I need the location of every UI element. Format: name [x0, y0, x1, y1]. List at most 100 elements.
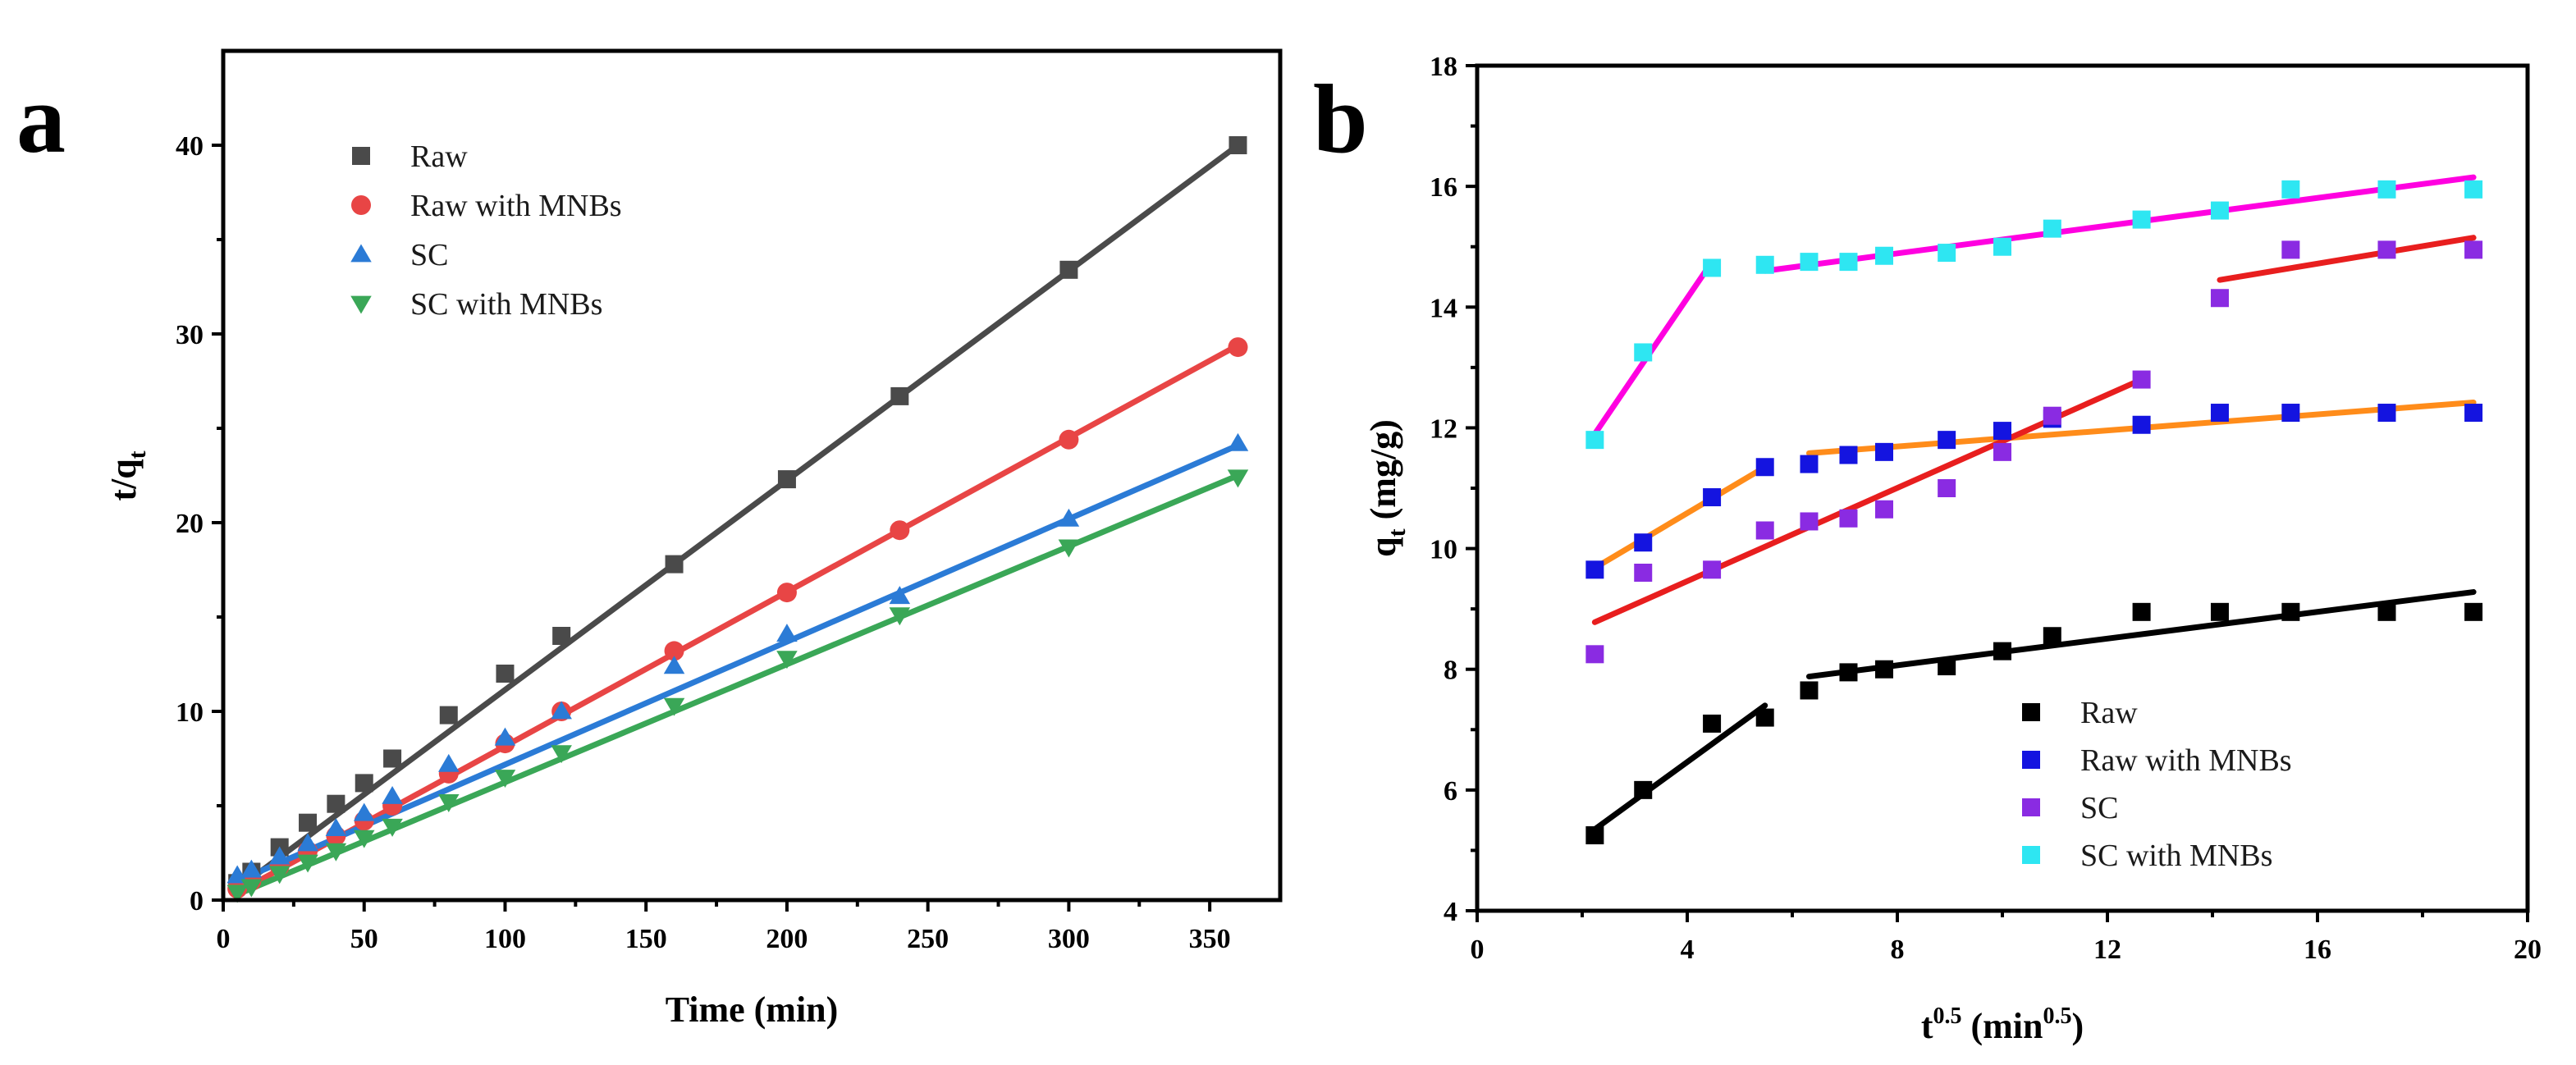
- panel-b-legend-label-raw: Raw: [2080, 696, 2138, 730]
- panel-b-point-sc-with-mnbs: [1875, 246, 1893, 265]
- panel-b-point-raw: [2464, 602, 2483, 621]
- panel-a-point-raw: [665, 555, 684, 574]
- panel-a-plot-frame: [221, 48, 1283, 903]
- panel-b-point-raw: [2043, 627, 2061, 646]
- panel-b-point-sc: [1839, 509, 1858, 528]
- panel-b-point-sc-with-mnbs: [1755, 255, 1774, 274]
- panel-b-point-raw: [2210, 602, 2229, 621]
- panel-b-point-sc-with-mnbs: [1839, 253, 1858, 272]
- panel-a-point-sc: [268, 846, 291, 865]
- panel-a-point-sc: [297, 833, 318, 852]
- panel-b-point-sc: [1993, 442, 2011, 461]
- panel-a-point-sc-with-mnbs: [1058, 539, 1080, 558]
- panel-a-point-sc: [1058, 508, 1080, 527]
- panel-a-point-sc-with-mnbs: [353, 830, 375, 848]
- panel-a-point-sc: [382, 785, 403, 804]
- panel-b-point-raw: [2281, 602, 2300, 621]
- panel-b-y-tick-label: 16: [1430, 172, 1457, 203]
- panel-a-x-tick-label: 300: [1048, 924, 1090, 954]
- panel-b-point-raw: [1634, 780, 1653, 799]
- panel-b-point-raw-with-mnbs: [1585, 560, 1604, 579]
- panel-b-legend-label-raw-with-mnbs: Raw with MNBs: [2080, 743, 2292, 778]
- panel-b-plot-frame: [1475, 63, 2530, 913]
- panel-a-y-tick-label: 30: [176, 320, 204, 350]
- panel-b-point-raw-with-mnbs: [2377, 404, 2396, 423]
- panel-b-fit-line-sc-with-mnbs: [1591, 258, 1715, 437]
- panel-a-label: a: [16, 64, 66, 173]
- panel-a-legend-marker-raw: [352, 147, 370, 165]
- panel-a-legend-marker-sc-with-mnbs: [350, 295, 372, 314]
- panel-a-point-raw: [299, 813, 318, 832]
- panel-b-legend-marker-sc: [2022, 798, 2040, 816]
- panel-b-point-sc: [2210, 289, 2229, 308]
- panel-a-point-raw: [1059, 260, 1078, 279]
- panel-b-y-tick-label: 14: [1430, 293, 1457, 323]
- panel-a-point-sc-with-mnbs: [382, 818, 403, 837]
- panel-a-point-sc-with-mnbs: [438, 793, 460, 812]
- panel-a-point-sc-with-mnbs: [551, 745, 572, 764]
- panel-a-point-sc-with-mnbs: [889, 607, 911, 626]
- panel-b-point-raw: [2132, 602, 2151, 621]
- panel-b-point-sc: [1800, 512, 1819, 531]
- panel-a-point-raw: [439, 706, 458, 724]
- panel-b-legend-label-sc-with-mnbs: SC with MNBs: [2080, 839, 2272, 873]
- panel-b-point-sc-with-mnbs: [2132, 210, 2151, 229]
- panel-a-y-tick-label: 40: [176, 131, 204, 162]
- panel-a-point-sc-with-mnbs: [1227, 469, 1249, 488]
- panel-a-point-sc-with-mnbs: [226, 884, 248, 903]
- panel-b-fit-line-sc: [2217, 235, 2477, 283]
- panel-a-fit-line-raw: [234, 142, 1241, 892]
- panel-b-y-tick-label: 18: [1430, 52, 1457, 82]
- panel-b-point-sc: [1585, 645, 1604, 664]
- panel-b-point-raw: [1839, 663, 1858, 682]
- panel-b-legend-marker-sc-with-mnbs: [2022, 846, 2040, 864]
- panel-a-point-sc: [325, 818, 347, 837]
- panel-b-point-raw: [1703, 714, 1722, 733]
- panel-b-y-tick-label: 8: [1444, 656, 1457, 686]
- panel-b-point-sc-with-mnbs: [1634, 343, 1653, 362]
- panel-a-point-sc-with-mnbs: [776, 651, 798, 670]
- panel-b-point-raw-with-mnbs: [1800, 455, 1819, 473]
- panel-a-point-sc: [494, 727, 516, 746]
- panel-b-point-raw-with-mnbs: [1993, 422, 2011, 441]
- panel-a-point-raw: [355, 774, 373, 793]
- panel-a-point-sc-with-mnbs: [325, 843, 347, 862]
- panel-b-x-tick-label: 20: [2514, 935, 2542, 965]
- panel-a-y-tick-label: 20: [176, 509, 204, 539]
- panel-a-point-sc-with-mnbs: [494, 770, 516, 788]
- panel-b-point-sc: [2281, 240, 2300, 259]
- panel-a-y-axis-title: t/qt: [103, 450, 151, 501]
- panel-b-y-tick-label: 10: [1430, 535, 1457, 565]
- panel-b-point-raw: [1993, 642, 2011, 660]
- panel-a-legend-label-sc: SC: [410, 238, 448, 272]
- panel-b-point-raw: [1800, 681, 1819, 700]
- panel-b-point-sc: [2043, 406, 2061, 425]
- panel-a-point-raw-with-mnbs: [890, 520, 910, 541]
- panel-b-point-sc: [1875, 500, 1893, 519]
- panel-a-fit-line-sc: [234, 442, 1241, 884]
- panel-b-point-sc-with-mnbs: [1938, 244, 1956, 263]
- panel-b-point-raw: [1875, 660, 1893, 679]
- panel-b-point-raw-with-mnbs: [1938, 431, 1956, 450]
- panel-b-x-tick-label: 8: [1891, 935, 1905, 965]
- panel-a-x-tick-label: 0: [217, 924, 231, 954]
- panel-b-point-sc-with-mnbs: [2281, 180, 2300, 199]
- panel-b-x-axis-title: t0.5 (min0.5): [1921, 1003, 2084, 1046]
- panel-b-point-raw-with-mnbs: [2210, 404, 2229, 423]
- panel-a-legend-marker-raw-with-mnbs: [351, 195, 371, 215]
- panel-a-point-sc: [551, 701, 572, 720]
- panel-b-label: b: [1313, 64, 1368, 173]
- panel-a-x-axis-title: Time (min): [666, 990, 839, 1030]
- panel-b-point-raw-with-mnbs: [2464, 404, 2483, 423]
- panel-a-x-tick-label: 350: [1189, 924, 1231, 954]
- panel-a-point-raw: [890, 386, 909, 405]
- panel-a-point-sc-with-mnbs: [663, 697, 685, 716]
- panel-a-point-raw: [552, 627, 571, 645]
- panel-b-point-raw: [1755, 708, 1774, 727]
- panel-a-point-sc: [663, 656, 685, 674]
- panel-a-legend-marker-sc: [350, 244, 372, 263]
- panel-b-point-sc-with-mnbs: [1585, 431, 1604, 450]
- panel-a-point-sc: [353, 802, 375, 821]
